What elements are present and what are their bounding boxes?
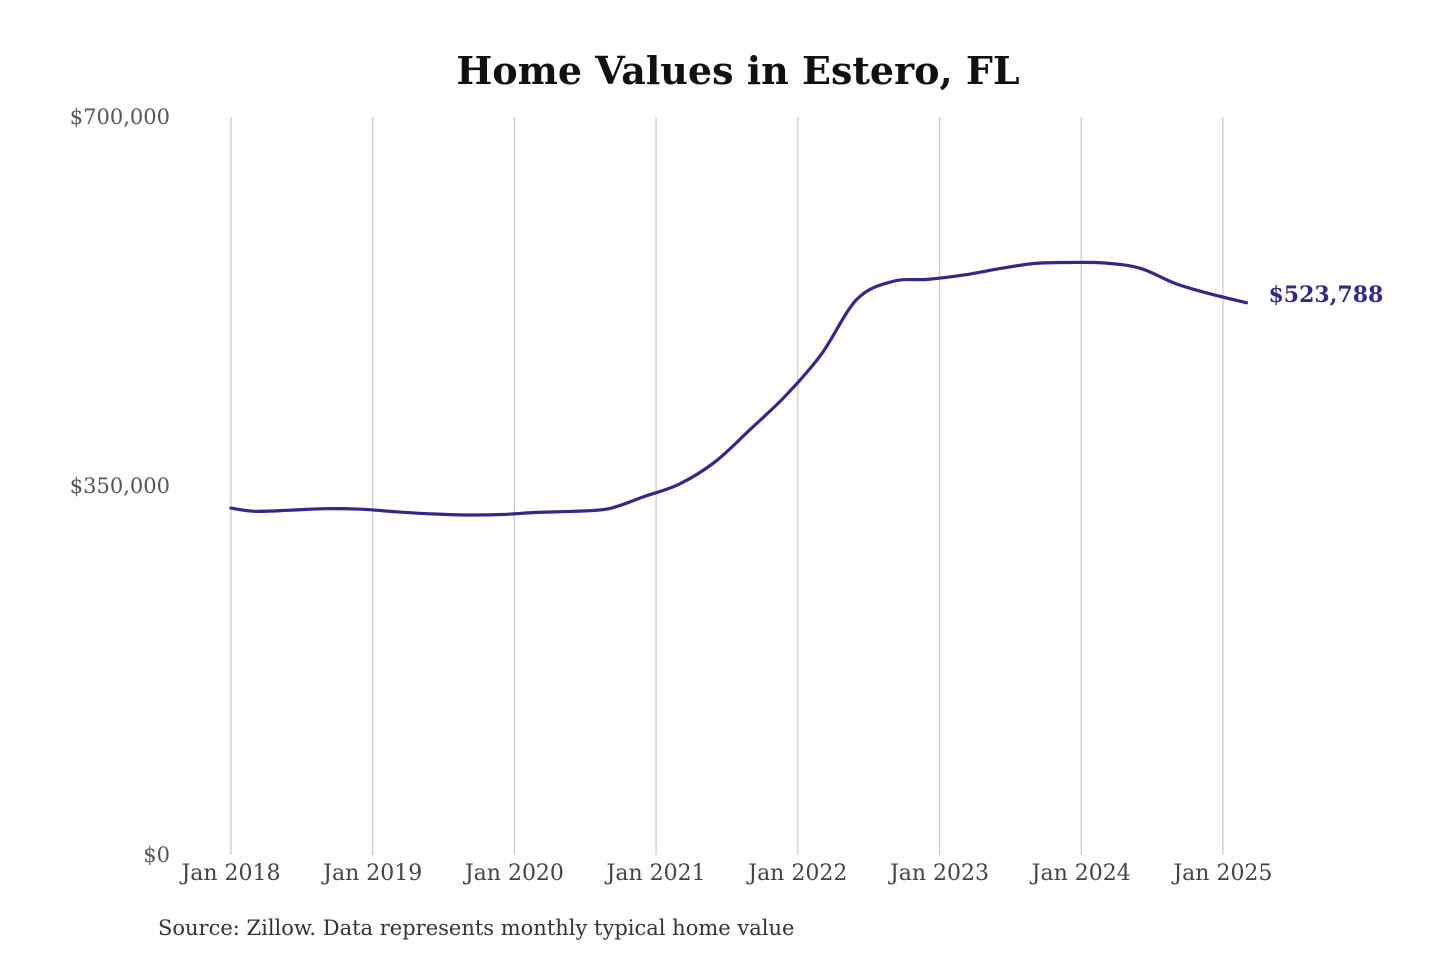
y-tick-label: $0 [143,843,170,867]
chart-title: Home Values in Estero, FL [456,48,1019,93]
y-axis-tick-labels: $0 $350,000 $700,000 [70,105,170,867]
x-tick-label: Jan 2024 [1030,861,1131,886]
x-tick-label: Jan 2025 [1171,861,1272,886]
y-tick-label: $350,000 [70,474,170,498]
x-tick-label: Jan 2020 [463,861,564,886]
vertical-gridlines [230,117,1224,855]
x-tick-label: Jan 2023 [888,861,989,886]
y-tick-label: $700,000 [70,105,170,129]
source-note: Source: Zillow. Data represents monthly … [158,916,795,940]
x-axis-tick-labels: Jan 2018 Jan 2019 Jan 2020 Jan 2021 Jan 2022… [179,861,1272,886]
x-tick-label: Jan 2019 [321,861,422,886]
x-tick-label: Jan 2018 [179,861,280,886]
end-value-label: $523,788 [1269,282,1384,308]
series-layer [229,260,1249,517]
x-tick-label: Jan 2022 [746,861,847,886]
series-line [229,260,1249,517]
x-tick-label: Jan 2021 [605,861,706,886]
